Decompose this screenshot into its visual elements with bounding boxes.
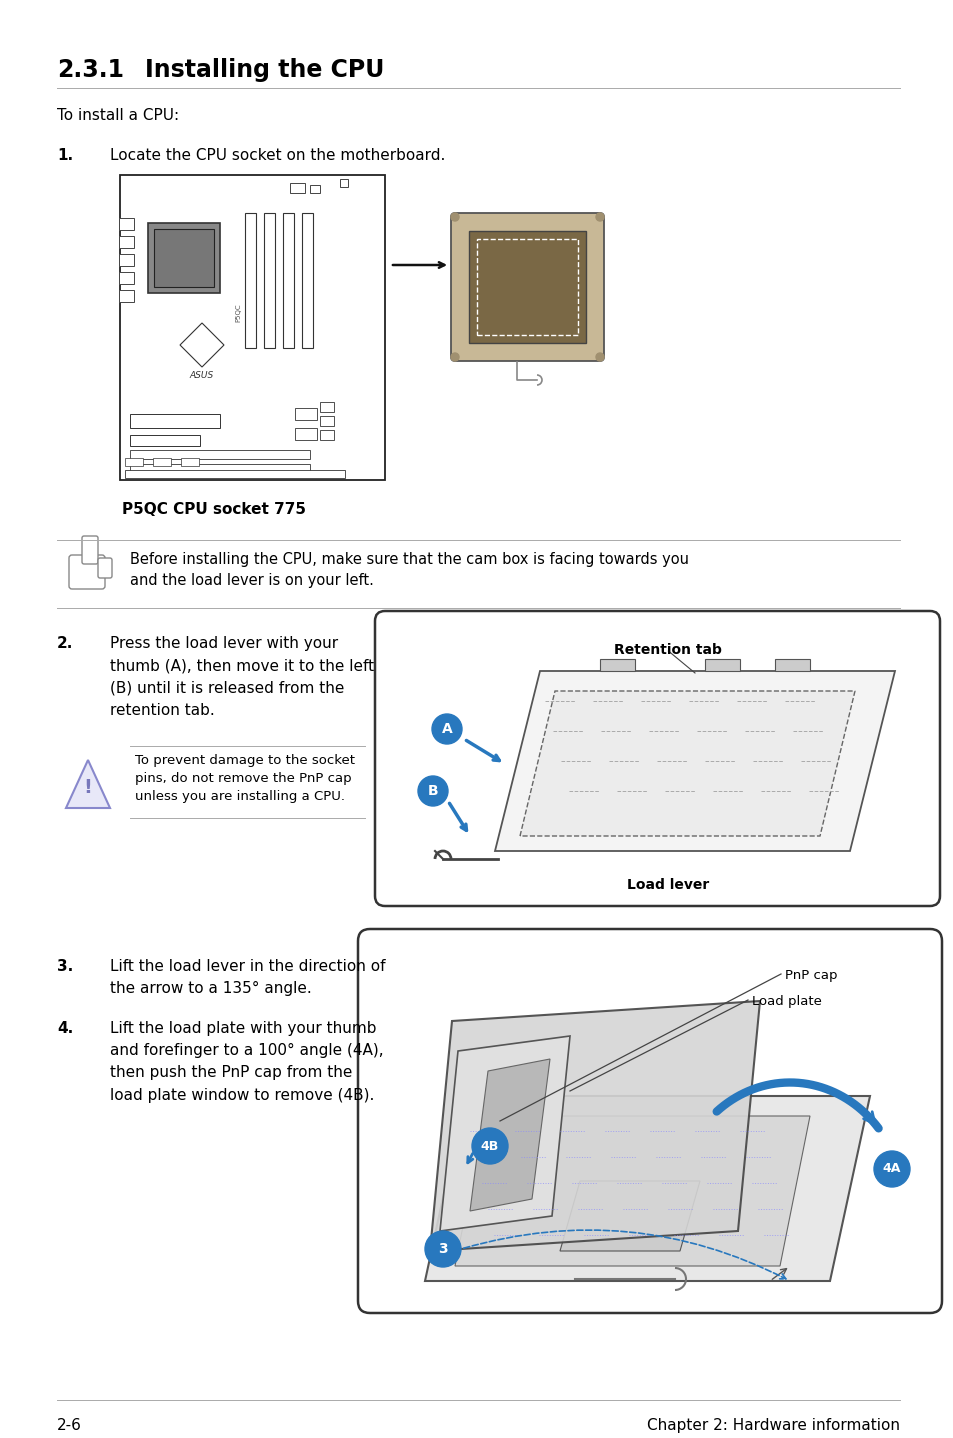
Bar xyxy=(264,213,274,348)
Polygon shape xyxy=(519,692,854,835)
Bar xyxy=(283,213,294,348)
FancyBboxPatch shape xyxy=(451,213,603,361)
Bar xyxy=(339,178,348,187)
Bar xyxy=(310,186,319,193)
Text: 4A: 4A xyxy=(882,1162,901,1175)
Text: Installing the CPU: Installing the CPU xyxy=(145,58,384,82)
Bar xyxy=(294,408,316,420)
Text: Lift the load lever in the direction of
the arrow to a 135° angle.: Lift the load lever in the direction of … xyxy=(110,959,385,997)
Text: Load lever: Load lever xyxy=(627,879,709,892)
Circle shape xyxy=(472,1127,507,1163)
Text: To prevent damage to the socket
pins, do not remove the PnP cap
unless you are i: To prevent damage to the socket pins, do… xyxy=(135,754,355,802)
Circle shape xyxy=(451,352,458,361)
Text: 3: 3 xyxy=(437,1242,447,1255)
Bar xyxy=(130,414,220,429)
Bar xyxy=(130,436,200,446)
Text: A: A xyxy=(441,722,452,736)
Text: Load plate: Load plate xyxy=(751,995,821,1008)
Bar xyxy=(119,236,133,247)
Bar xyxy=(774,659,809,672)
Text: P5QC CPU socket 775: P5QC CPU socket 775 xyxy=(122,502,306,518)
FancyBboxPatch shape xyxy=(69,555,105,590)
Bar xyxy=(153,229,213,288)
Bar xyxy=(319,430,334,440)
Polygon shape xyxy=(455,1116,809,1265)
Text: ASUS: ASUS xyxy=(190,371,213,380)
Polygon shape xyxy=(424,1096,869,1281)
Polygon shape xyxy=(495,672,894,851)
Bar xyxy=(704,659,740,672)
Circle shape xyxy=(417,777,448,807)
Bar xyxy=(476,239,578,335)
Bar xyxy=(599,659,635,672)
Circle shape xyxy=(424,1231,460,1267)
Text: 3.: 3. xyxy=(57,959,73,974)
Text: PnP cap: PnP cap xyxy=(784,969,837,982)
Circle shape xyxy=(596,352,603,361)
Polygon shape xyxy=(470,1058,550,1211)
FancyBboxPatch shape xyxy=(357,929,941,1313)
Bar xyxy=(119,290,133,302)
Polygon shape xyxy=(439,1035,569,1231)
Polygon shape xyxy=(559,1181,700,1251)
Text: 4.: 4. xyxy=(57,1021,73,1035)
Bar xyxy=(119,272,133,283)
Bar xyxy=(119,255,133,266)
Text: To install a CPU:: To install a CPU: xyxy=(57,108,179,124)
Bar xyxy=(245,213,255,348)
Text: P5QC: P5QC xyxy=(234,303,241,322)
FancyBboxPatch shape xyxy=(375,611,939,906)
Text: Before installing the CPU, make sure that the cam box is facing towards you
and : Before installing the CPU, make sure tha… xyxy=(130,552,688,588)
Bar xyxy=(302,213,313,348)
Text: 2.: 2. xyxy=(57,636,73,651)
Bar xyxy=(125,457,143,466)
Text: Locate the CPU socket on the motherboard.: Locate the CPU socket on the motherboard… xyxy=(110,148,445,162)
Bar xyxy=(130,450,310,459)
Bar xyxy=(181,457,199,466)
Text: 2-6: 2-6 xyxy=(57,1418,82,1434)
Bar xyxy=(119,219,133,230)
Bar xyxy=(294,429,316,440)
Circle shape xyxy=(451,213,458,221)
Text: !: ! xyxy=(84,778,92,797)
Bar xyxy=(130,464,310,473)
Polygon shape xyxy=(66,761,110,808)
Text: Retention tab: Retention tab xyxy=(614,643,721,657)
Bar xyxy=(319,403,334,413)
Polygon shape xyxy=(430,1001,760,1251)
Text: Press the load lever with your
thumb (A), then move it to the left
(B) until it : Press the load lever with your thumb (A)… xyxy=(110,636,374,718)
Circle shape xyxy=(873,1150,909,1186)
Text: 2.3.1: 2.3.1 xyxy=(57,58,124,82)
Bar xyxy=(290,183,305,193)
Bar xyxy=(319,416,334,426)
Text: B: B xyxy=(427,784,437,798)
Polygon shape xyxy=(180,324,224,367)
Bar xyxy=(152,457,171,466)
Text: 4B: 4B xyxy=(480,1139,498,1152)
Bar xyxy=(148,223,220,293)
FancyBboxPatch shape xyxy=(98,558,112,578)
Bar xyxy=(125,470,345,477)
Text: Lift the load plate with your thumb
and forefinger to a 100° angle (4A),
then pu: Lift the load plate with your thumb and … xyxy=(110,1021,383,1103)
Text: Chapter 2: Hardware information: Chapter 2: Hardware information xyxy=(646,1418,899,1434)
FancyBboxPatch shape xyxy=(82,536,98,564)
Circle shape xyxy=(432,715,461,743)
Bar xyxy=(120,175,385,480)
Bar xyxy=(469,232,585,344)
Text: 1.: 1. xyxy=(57,148,73,162)
Circle shape xyxy=(596,213,603,221)
